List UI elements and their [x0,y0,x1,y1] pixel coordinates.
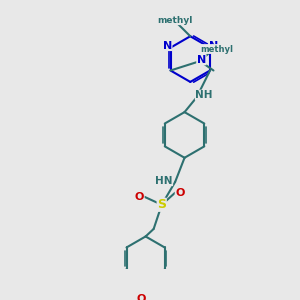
Text: NH: NH [195,90,213,100]
Text: N: N [197,55,206,65]
Text: O: O [135,192,144,202]
Text: O: O [136,294,146,300]
Text: N: N [208,40,218,50]
Text: HN: HN [155,176,172,186]
Text: methyl: methyl [157,16,193,25]
Text: O: O [175,188,185,198]
Text: N: N [163,40,172,50]
Text: methyl: methyl [200,44,233,53]
Text: S: S [157,198,166,211]
